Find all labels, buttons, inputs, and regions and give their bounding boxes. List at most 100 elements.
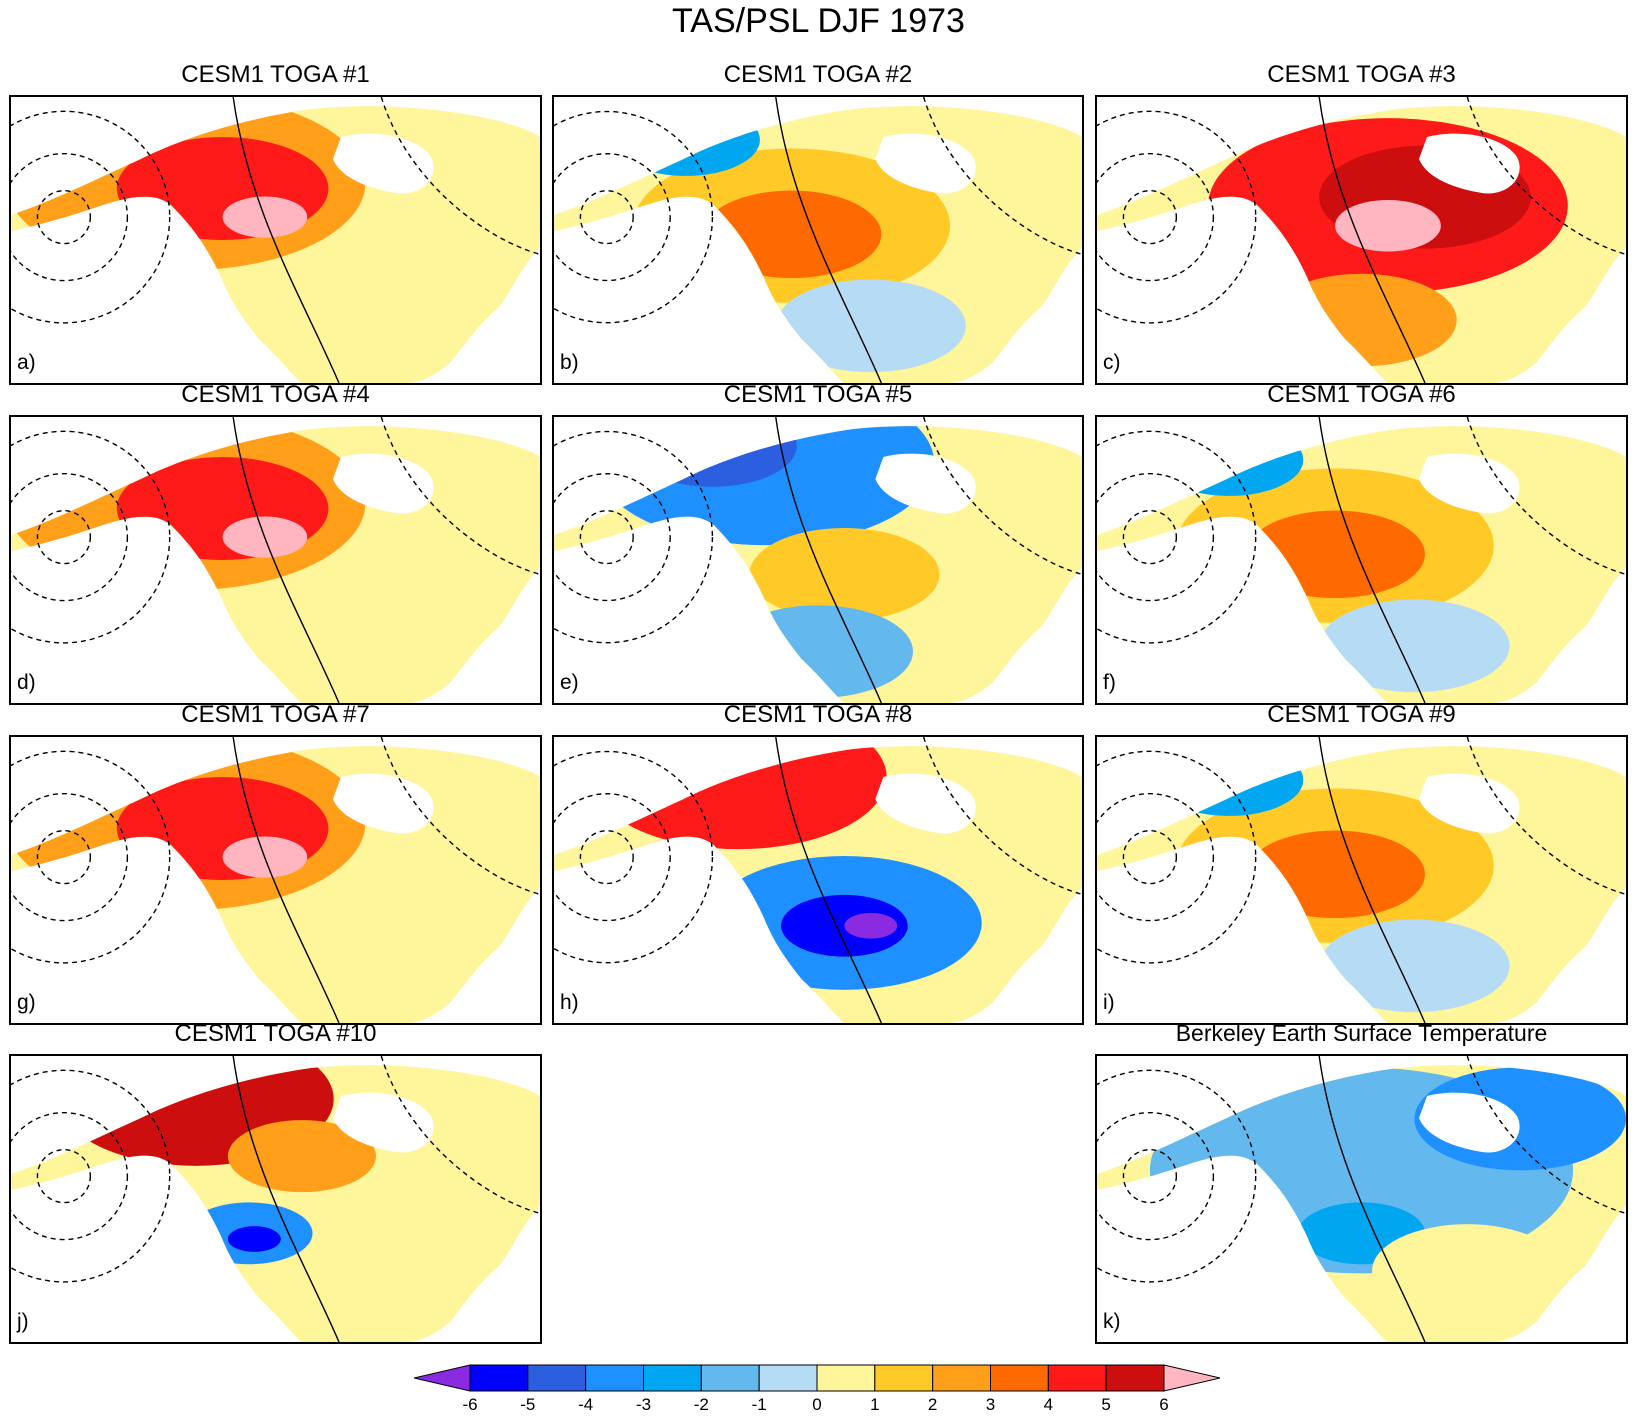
hudson-bay (1419, 1092, 1520, 1153)
land-shading (1097, 746, 1626, 1023)
anomaly-region (222, 268, 435, 372)
contour-line (1097, 750, 1257, 964)
land-shading (554, 426, 1082, 703)
panel-title: CESM1 TOGA #8 (723, 701, 913, 728)
panel-letter: g) (17, 991, 36, 1014)
colorbar: -6 -5 -4 -3 -2 -1 0 1 2 3 4 5 6 (413, 1363, 1221, 1418)
contour-line (11, 110, 171, 324)
colorbar-tick-label: 4 (1043, 1395, 1054, 1414)
pressure-contours (11, 737, 540, 1023)
contour-line (1122, 829, 1178, 885)
panel-title: CESM1 TOGA #3 (1267, 61, 1456, 88)
hudson-bay (875, 133, 976, 194)
hudson-bay (1419, 453, 1520, 514)
map-panel-11: Berkeley Earth Surface Temperature k) (1095, 1020, 1628, 1344)
panel-title: CESM1 TOGA #4 (181, 381, 370, 408)
anomaly-region (722, 605, 914, 698)
panel-letter: d) (17, 671, 36, 694)
panel-letter: f) (1103, 671, 1116, 694)
panel-title: Berkeley Earth Surface Temperature (1175, 1020, 1548, 1046)
land-shading (11, 106, 540, 383)
colorbar-tick-label: -5 (520, 1395, 536, 1414)
colorbar-tick-label: 1 (870, 1395, 880, 1414)
contour-line (922, 97, 1082, 255)
map-frame (552, 415, 1084, 705)
contour-line (1097, 792, 1215, 922)
tas-psl-map (11, 417, 540, 703)
contour-line (1466, 97, 1626, 255)
anomaly-region (590, 746, 887, 850)
hudson-bay (1419, 133, 1520, 194)
panel-title: CESM1 TOGA #5 (723, 381, 913, 408)
contour-line (1466, 737, 1626, 895)
contour-line (1466, 417, 1626, 575)
colorbar-tick-label: -1 (751, 1395, 767, 1414)
anomaly-region (1266, 273, 1457, 367)
hudson-bay (875, 453, 976, 514)
anomaly-region (1319, 599, 1510, 693)
contour-line (232, 97, 340, 383)
tas-psl-map (554, 737, 1082, 1023)
land-shading (11, 1065, 540, 1342)
panel-letter: k) (1103, 1310, 1121, 1333)
contour-line (1097, 472, 1215, 602)
contour-line (11, 152, 129, 282)
contour-line (579, 830, 634, 885)
contour-line (554, 473, 671, 602)
contour-line (1318, 417, 1426, 703)
land-shading (1097, 426, 1626, 703)
anomaly-region (1319, 919, 1510, 1013)
colorbar-segment (758, 1364, 818, 1392)
contour-line (11, 472, 129, 602)
panel-letter: e) (560, 671, 579, 694)
colorbar-segment (700, 1364, 760, 1392)
contour-line (1097, 430, 1257, 644)
panel-title: CESM1 TOGA #10 (174, 1020, 377, 1047)
colorbar-tick-label: -3 (635, 1395, 652, 1414)
panel-letter: i) (1103, 991, 1115, 1014)
anomaly-region (749, 527, 940, 621)
contour-line (1097, 1069, 1257, 1283)
map-frame (1095, 1054, 1628, 1344)
panel-title: CESM1 TOGA #6 (1267, 381, 1456, 408)
map-panel-8: CESM1 TOGA #8 h) (552, 701, 1084, 1025)
colorbar-min-triangle (413, 1364, 471, 1392)
colorbar-segment (469, 1364, 529, 1392)
contour-line (1097, 110, 1257, 324)
colorbar-tick-label: -2 (693, 1395, 709, 1414)
hudson-bay (875, 773, 976, 834)
map-panel-4: CESM1 TOGA #4 d) (9, 381, 542, 705)
colorbar-segment (1105, 1364, 1165, 1392)
tas-psl-map (11, 97, 540, 383)
tas-psl-map (554, 417, 1082, 703)
contour-line (11, 750, 171, 964)
pressure-contours (1097, 1056, 1626, 1342)
map-frame (552, 735, 1084, 1025)
anomaly-region (701, 190, 882, 279)
map-frame (9, 1054, 542, 1344)
contour-line (775, 737, 883, 1023)
contour-line (1122, 1148, 1178, 1204)
pressure-contours (11, 97, 540, 383)
colorbar-segment (1047, 1364, 1107, 1392)
colorbar-segment (585, 1364, 645, 1392)
hudson-bay (333, 1092, 434, 1153)
contour-line (11, 430, 171, 644)
colorbar-segment (874, 1364, 934, 1392)
contour-line (11, 792, 129, 922)
contour-line (922, 417, 1082, 575)
anomaly-region (222, 588, 435, 692)
colorbar-tick-label: -6 (462, 1395, 478, 1414)
contour-line (380, 1056, 540, 1214)
anomaly-region (775, 279, 966, 373)
hudson-bay (333, 133, 434, 194)
tas-psl-map (11, 737, 540, 1023)
contour-line (36, 829, 92, 885)
colorbar-max-triangle (1163, 1364, 1221, 1392)
pressure-contours (554, 737, 1082, 1023)
contour-line (11, 1069, 171, 1283)
map-frame (1095, 735, 1628, 1025)
map-frame (1095, 415, 1628, 705)
panel-letter: h) (560, 991, 579, 1014)
colorbar-tick-label: -4 (578, 1395, 594, 1414)
